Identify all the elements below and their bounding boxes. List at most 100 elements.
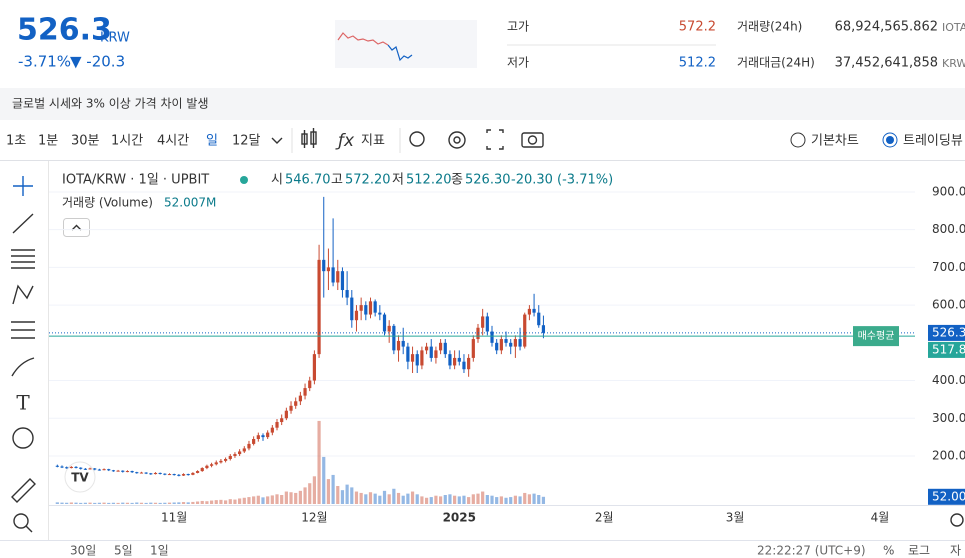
volume-bar <box>107 502 111 504</box>
volume-bar <box>331 474 335 504</box>
volume-bar <box>135 502 139 504</box>
candle-body <box>270 427 274 433</box>
candle-body <box>504 339 508 343</box>
trendline-icon[interactable] <box>12 213 34 234</box>
interval[interactable]: 일 <box>206 134 218 149</box>
fib-icon[interactable] <box>11 249 35 269</box>
candle-body <box>88 468 92 470</box>
volume-bar <box>181 502 186 504</box>
volume-bar <box>350 487 354 504</box>
candle-body <box>214 462 218 465</box>
volume-bar <box>284 491 288 504</box>
candle-body <box>396 340 401 351</box>
avg-price-tag-bg <box>853 326 899 347</box>
sparkline-up <box>337 32 389 46</box>
interval[interactable]: 1초 <box>6 134 26 149</box>
volume-bar <box>476 493 480 504</box>
candle-body <box>429 346 433 358</box>
x-tick-label: 2월 <box>595 511 614 525</box>
volume-title: 거래량 (Volume) <box>62 196 153 210</box>
interval[interactable]: 1시간 <box>111 134 143 149</box>
volume-bar <box>177 502 181 504</box>
volume-bar <box>448 494 452 504</box>
text-icon[interactable]: T <box>16 391 30 415</box>
candle-body <box>518 339 522 347</box>
axis-option[interactable]: 로그 <box>908 544 930 558</box>
volume-badge-label: 52.007 <box>932 489 965 503</box>
candle-body <box>238 451 242 455</box>
projection-icon[interactable] <box>11 321 35 339</box>
range[interactable]: 30일 <box>70 544 96 558</box>
camera-icon[interactable] <box>521 132 544 148</box>
volume-bar <box>364 494 368 504</box>
volume-bar <box>88 502 92 504</box>
x-tick-label: 12월 <box>301 511 327 525</box>
candle-body <box>527 308 532 315</box>
candle-body <box>523 314 527 347</box>
range[interactable]: 1일 <box>150 544 169 558</box>
volume-bar <box>111 502 116 504</box>
volume-bar <box>406 493 410 504</box>
crosshair-icon[interactable] <box>13 176 33 196</box>
ohlc-value: 526.30 <box>465 173 511 188</box>
volume-bar <box>485 495 489 504</box>
drawing-tools: T <box>11 161 49 540</box>
interval[interactable]: 4시간 <box>157 134 189 149</box>
emoji-icon[interactable] <box>12 427 34 449</box>
candle-body <box>434 350 438 358</box>
volume-bar <box>457 496 461 504</box>
candle-body <box>331 267 335 283</box>
candle-body <box>275 422 279 428</box>
interval[interactable]: 30분 <box>71 134 100 149</box>
candle-body <box>97 469 102 471</box>
volume-bar <box>504 497 508 504</box>
volume-bar <box>438 496 443 504</box>
range[interactable]: 5일 <box>114 544 133 558</box>
candle-body <box>364 305 368 315</box>
candle-body <box>228 455 232 459</box>
brush-icon[interactable] <box>11 357 35 377</box>
sparkline-box <box>335 20 477 68</box>
fullscreen-icon[interactable] <box>486 129 504 150</box>
candle-body <box>406 346 410 362</box>
zoom-icon[interactable] <box>13 513 29 529</box>
pattern-icon[interactable] <box>12 284 34 305</box>
candle-body <box>499 339 503 351</box>
candle-body <box>373 301 377 313</box>
stat-unit: IOTA <box>942 21 965 34</box>
volume-bar <box>289 492 293 504</box>
candle-body <box>111 470 116 472</box>
current-price-badge <box>928 324 965 341</box>
collapse-button[interactable] <box>63 218 90 237</box>
indicator[interactable]: 지표 <box>361 134 385 149</box>
axis-settings[interactable] <box>950 513 964 527</box>
axis-option[interactable]: % <box>883 544 894 558</box>
alert-icon[interactable] <box>409 131 425 147</box>
fx-icon[interactable]: ƒx <box>335 131 355 151</box>
volume-bar <box>415 494 419 504</box>
radio[interactable] <box>882 132 898 148</box>
volume-bar <box>69 502 73 504</box>
chart-type[interactable]: 트레이딩뷰 <box>903 134 963 149</box>
candle-icon[interactable] <box>301 128 317 148</box>
candle-body <box>60 466 64 468</box>
ruler-icon[interactable] <box>11 478 36 503</box>
settings-icon[interactable] <box>448 131 466 149</box>
chart-type[interactable]: 기본차트 <box>811 134 859 149</box>
volume-bar <box>252 496 256 504</box>
candle-body <box>200 468 204 472</box>
volume-bar <box>125 502 130 504</box>
candle-body <box>303 388 307 396</box>
dropdown-icon[interactable] <box>271 137 283 144</box>
candle-body <box>509 342 513 347</box>
radio[interactable] <box>790 132 806 148</box>
axis-option[interactable]: 자 <box>950 544 961 558</box>
volume-bar <box>158 502 162 504</box>
ohlc-value: 512.20 <box>406 173 452 188</box>
volume-bar <box>205 501 209 504</box>
interval[interactable]: 1분 <box>38 134 58 149</box>
candle-body <box>158 472 162 474</box>
interval[interactable]: 12달 <box>232 134 261 149</box>
candle-body <box>209 464 214 466</box>
volume-bar <box>65 502 69 504</box>
